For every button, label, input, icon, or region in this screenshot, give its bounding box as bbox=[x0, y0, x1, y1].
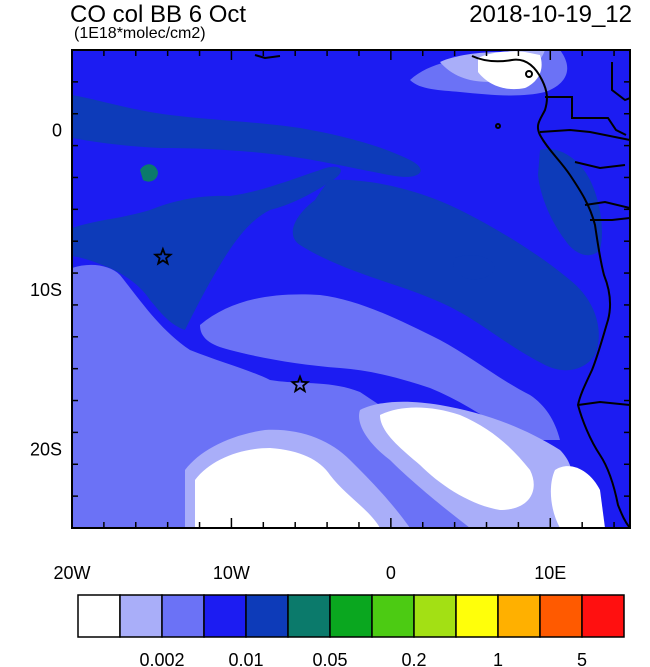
colorbar-box bbox=[245, 594, 289, 638]
tick-labels: 20W 10W 0 10E 0 10S 20S bbox=[30, 121, 566, 583]
border-gabon bbox=[539, 128, 630, 141]
colorbar bbox=[77, 594, 625, 638]
colorbar-label: 0.2 bbox=[401, 650, 426, 667]
africa-coast bbox=[471, 55, 630, 528]
x-tick-label: 0 bbox=[386, 563, 396, 583]
x-tick-label: 10W bbox=[213, 563, 250, 583]
colorbar-box bbox=[77, 594, 121, 638]
colorbar-box bbox=[119, 594, 163, 638]
colorbar-labels: 0.002 0.01 0.05 0.2 1 5 bbox=[139, 650, 587, 667]
plot-title: CO col BB 6 Oct bbox=[70, 1, 247, 28]
colorbar-box bbox=[203, 594, 247, 638]
colorbar-label: 0.05 bbox=[312, 650, 347, 667]
border-namibia bbox=[577, 400, 630, 406]
coastline bbox=[254, 54, 630, 528]
island-sao-tome bbox=[495, 123, 501, 129]
colorbar-box bbox=[581, 594, 625, 638]
colorbar-label: 0.01 bbox=[228, 650, 263, 667]
colorbar-label: 5 bbox=[577, 650, 587, 667]
island-bioko bbox=[525, 70, 533, 78]
colorbar-box bbox=[455, 594, 499, 638]
datetime-label: 2018-10-19_12 bbox=[469, 1, 632, 28]
field-level-0.05-east bbox=[538, 149, 602, 256]
x-tick-label: 20W bbox=[53, 563, 90, 583]
colorbar-label: 1 bbox=[493, 650, 503, 667]
field-level-0.05-west-north bbox=[72, 95, 421, 177]
concentration-field bbox=[72, 50, 630, 528]
field-level-0.1-spot bbox=[140, 164, 158, 182]
field-level-0.05-west bbox=[72, 166, 341, 330]
colorbar-box bbox=[539, 594, 583, 638]
star-marker bbox=[290, 374, 310, 394]
x-tick-label: 10E bbox=[534, 563, 566, 583]
border-cameroon bbox=[545, 96, 627, 136]
colorbar-box bbox=[413, 594, 457, 638]
star-marker bbox=[152, 246, 173, 266]
coast-fragment bbox=[254, 54, 281, 60]
field-level-min-southeast bbox=[380, 407, 534, 510]
border-drc-angola bbox=[584, 200, 630, 209]
station-markers bbox=[152, 246, 310, 394]
field-level-min-southeast-2 bbox=[550, 466, 605, 528]
field-level-0.05-blob bbox=[453, 255, 495, 280]
plot-frame bbox=[71, 49, 631, 529]
border-nigeria bbox=[611, 62, 630, 102]
field-level-min-south bbox=[195, 448, 380, 528]
colorbar-box bbox=[287, 594, 331, 638]
border-angola-north bbox=[590, 217, 630, 221]
y-tick-label: 10S bbox=[30, 280, 62, 300]
colorbar-box bbox=[329, 594, 373, 638]
colorbar-box bbox=[497, 594, 541, 638]
units-label: (1E18*molec/cm2) bbox=[74, 25, 206, 42]
colorbar-box bbox=[161, 594, 205, 638]
field-level-0.05-central bbox=[292, 179, 599, 371]
field-level-0.005-central bbox=[200, 294, 560, 440]
y-tick-label: 0 bbox=[52, 121, 62, 141]
border-congo bbox=[574, 161, 626, 170]
y-tick-label: 20S bbox=[30, 439, 62, 459]
tick-marks bbox=[71, 49, 630, 529]
colorbar-box bbox=[371, 594, 415, 638]
colorbar-label: 0.002 bbox=[139, 650, 184, 667]
